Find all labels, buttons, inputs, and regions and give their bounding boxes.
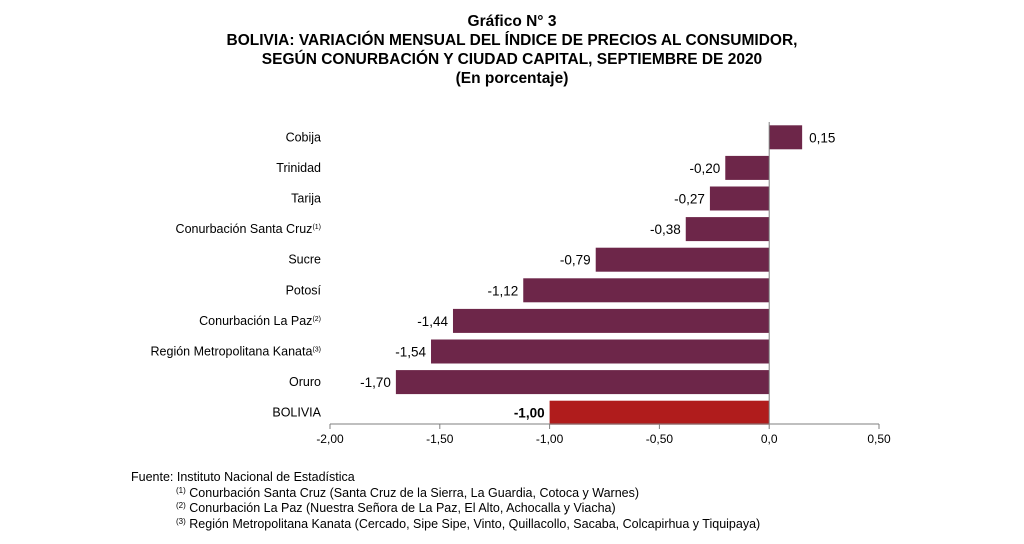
value-label-conurbacion-la-paz: -1,44: [417, 314, 448, 329]
chart-footer: Fuente: Instituto Nacional de Estadístic…: [131, 470, 760, 532]
value-label-cobija: 0,15: [809, 130, 835, 145]
x-tick-label: -1,50: [426, 432, 454, 446]
category-label-potosi: Potosí: [286, 283, 322, 297]
value-label-bolivia: -1,00: [514, 406, 545, 421]
x-tick-label: 0,0: [761, 432, 778, 446]
value-label-tarija: -0,27: [674, 192, 705, 207]
footnote-2: (2) Conurbación La Paz (Nuestra Señora d…: [131, 501, 760, 517]
bar-conurbacion-la-paz: [452, 308, 770, 333]
category-label-cobija: Cobija: [286, 130, 321, 144]
source-note: Fuente: Instituto Nacional de Estadístic…: [131, 470, 355, 484]
x-tick-label: -0,50: [646, 432, 674, 446]
footnote-3-mark: (3): [176, 516, 186, 526]
category-label-tarija: Tarija: [291, 192, 321, 206]
chart-titles: Gráfico N° 3 BOLIVIA: VARIACIÓN MENSUAL …: [0, 12, 1024, 88]
chart-subtitle-line-2: SEGÚN CONURBACIÓN Y CIUDAD CAPITAL, SEPT…: [261, 51, 763, 68]
category-label-oruro: Oruro: [289, 375, 321, 389]
footnote-1: (1) Conurbación Santa Cruz (Santa Cruz d…: [131, 486, 760, 502]
x-tick-label: -1,00: [536, 432, 564, 446]
bar-bolivia: [549, 400, 770, 425]
value-label-potosi: -1,12: [487, 283, 518, 298]
bar-region-metropolitana-kanata: [431, 339, 770, 364]
chart-title: Gráfico N° 3: [467, 13, 557, 30]
footnote-3: (3) Región Metropolitana Kanata (Cercado…: [131, 517, 760, 533]
category-label-conurbacion-santa-cruz: Conurbación Santa Cruz(1): [176, 222, 321, 236]
footnote-2-mark: (2): [176, 501, 186, 510]
value-label-conurbacion-santa-cruz: -0,38: [650, 222, 681, 237]
bar-sucre: [595, 247, 770, 272]
bar-cobija: [769, 125, 803, 150]
bar-conurbacion-santa-cruz: [685, 217, 770, 242]
value-label-trinidad: -0,20: [689, 161, 720, 176]
x-tick-label: 0,50: [867, 432, 891, 446]
category-label-trinidad: Trinidad: [276, 161, 321, 175]
footnote-3-text: Región Metropolitana Kanata (Cercado, Si…: [189, 516, 761, 531]
value-label-region-metropolitana-kanata: -1,54: [395, 345, 426, 360]
footnote-1-text: Conurbación Santa Cruz (Santa Cruz de la…: [189, 485, 640, 500]
bar-tarija: [709, 186, 770, 211]
category-label-sucre: Sucre: [288, 253, 321, 267]
category-label-bolivia: BOLIVIA: [272, 406, 321, 420]
category-label-conurbacion-la-paz: Conurbación La Paz(2): [199, 314, 321, 328]
bar-trinidad: [725, 155, 770, 180]
bar-potosi: [523, 278, 770, 303]
x-tick-label: -2,00: [316, 432, 344, 446]
footnote-1-mark: (1): [176, 485, 186, 495]
category-label-region-metropolitana-kanata: Región Metropolitana Kanata(3): [151, 345, 321, 359]
bar-oruro: [395, 370, 770, 395]
chart-subtitle-line-3: (En porcentaje): [455, 70, 569, 87]
chart-subtitle-line-1: BOLIVIA: VARIACIÓN MENSUAL DEL ÍNDICE DE…: [226, 32, 798, 49]
value-label-oruro: -1,70: [360, 375, 391, 390]
value-label-sucre: -0,79: [560, 253, 591, 268]
footnote-2-text: Conurbación La Paz (Nuestra Señora de La…: [189, 501, 616, 515]
